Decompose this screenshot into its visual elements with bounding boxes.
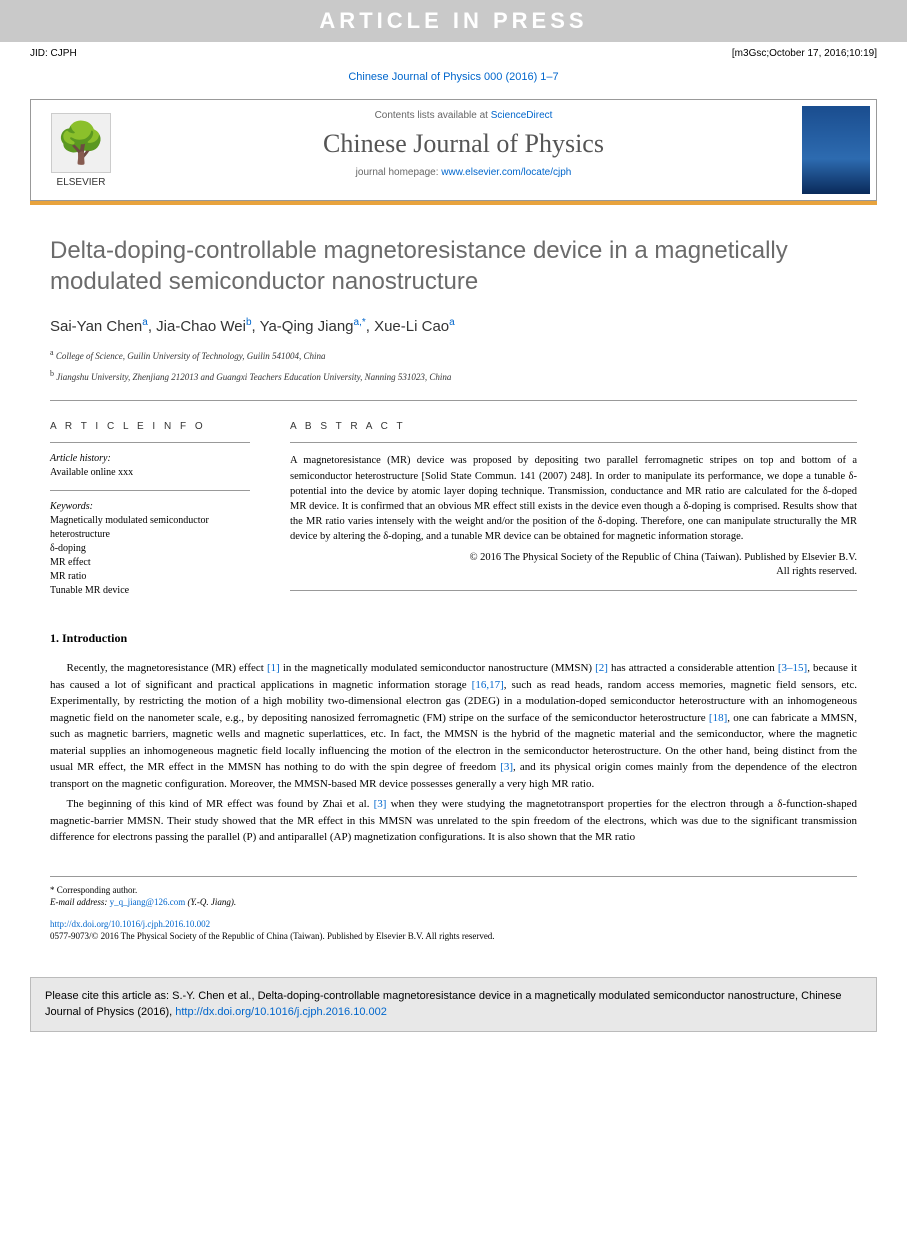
section-heading-1: 1. Introduction xyxy=(50,631,857,646)
citation-box: Please cite this article as: S.-Y. Chen … xyxy=(30,977,877,1032)
copyright-2: All rights reserved. xyxy=(776,566,857,577)
cite-text: Please cite this article as: S.-Y. Chen … xyxy=(45,990,842,1019)
abstract-column: A B S T R A C T A magnetoresistance (MR)… xyxy=(290,421,857,601)
journal-name: Chinese Journal of Physics xyxy=(141,129,786,159)
journal-reference: Chinese Journal of Physics 000 (2016) 1–… xyxy=(0,65,907,89)
stamp-label: [m3Gsc;October 17, 2016;10:19] xyxy=(732,48,877,59)
sciencedirect-link[interactable]: ScienceDirect xyxy=(491,110,553,121)
article-in-press-banner: ARTICLE IN PRESS xyxy=(0,0,907,42)
meta-row: JID: CJPH [m3Gsc;October 17, 2016;10:19] xyxy=(0,42,907,65)
contents-line: Contents lists available at ScienceDirec… xyxy=(141,110,786,121)
citation-ref[interactable]: [1] xyxy=(267,662,280,674)
citation-ref[interactable]: [3] xyxy=(500,761,513,773)
issn-line: 0577-9073/© 2016 The Physical Society of… xyxy=(50,931,857,941)
info-divider xyxy=(50,490,250,491)
copyright-1: © 2016 The Physical Society of the Repub… xyxy=(470,552,857,563)
citation-ref[interactable]: [2] xyxy=(595,662,608,674)
divider xyxy=(50,400,857,401)
info-abstract-row: A R T I C L E I N F O Article history: A… xyxy=(50,421,857,601)
citation-ref[interactable]: [18] xyxy=(709,712,727,724)
keywords-list: Magnetically modulated semiconductor het… xyxy=(50,514,250,598)
affiliation: b Jiangshu University, Zhenjiang 212013 … xyxy=(50,368,857,385)
keywords-label: Keywords: xyxy=(50,501,250,512)
jid-label: JID: CJPH xyxy=(30,48,77,59)
history-text: Available online xxx xyxy=(50,466,250,480)
intro-paragraph-2: The beginning of this kind of MR effect … xyxy=(50,796,857,846)
citation-ref[interactable]: [16,17] xyxy=(472,679,504,691)
journal-header-box: ELSEVIER Contents lists available at Sci… xyxy=(30,99,877,201)
homepage-line: journal homepage: www.elsevier.com/locat… xyxy=(141,167,786,178)
homepage-prefix: journal homepage: xyxy=(356,167,442,178)
email-link[interactable]: y_q_jiang@126.com xyxy=(110,897,186,907)
contents-prefix: Contents lists available at xyxy=(375,110,491,121)
abstract-text: A magnetoresistance (MR) device was prop… xyxy=(290,453,857,544)
abstract-heading: A B S T R A C T xyxy=(290,421,857,432)
affiliation: a College of Science, Guilin University … xyxy=(50,347,857,364)
info-divider xyxy=(50,442,250,443)
footer-block: * Corresponding author. E-mail address: … xyxy=(50,876,857,941)
citation-ref[interactable]: [3] xyxy=(374,798,387,810)
article-title: Delta-doping-controllable magnetoresista… xyxy=(50,235,857,297)
intro-paragraph-1: Recently, the magnetoresistance (MR) eff… xyxy=(50,660,857,792)
cite-doi-link[interactable]: http://dx.doi.org/10.1016/j.cjph.2016.10… xyxy=(175,1006,387,1018)
corresponding-author: * Corresponding author. xyxy=(50,885,857,895)
doi-link[interactable]: http://dx.doi.org/10.1016/j.cjph.2016.10… xyxy=(50,919,210,929)
article-info-column: A R T I C L E I N F O Article history: A… xyxy=(50,421,250,601)
info-divider xyxy=(290,590,857,591)
citation-ref[interactable]: [3–15] xyxy=(778,662,807,674)
elsevier-text: ELSEVIER xyxy=(57,177,106,188)
email-line: E-mail address: y_q_jiang@126.com (Y.-Q.… xyxy=(50,897,857,907)
journal-cover-thumbnail xyxy=(796,100,876,200)
copyright-line: © 2016 The Physical Society of the Repub… xyxy=(290,551,857,580)
authors-line: Sai-Yan Chena, Jia-Chao Weib, Ya-Qing Ji… xyxy=(50,317,857,335)
email-suffix: (Y.-Q. Jiang). xyxy=(185,897,236,907)
header-center: Contents lists available at ScienceDirec… xyxy=(131,100,796,200)
info-divider xyxy=(290,442,857,443)
cover-image xyxy=(802,106,870,194)
email-label: E-mail address: xyxy=(50,897,110,907)
homepage-link[interactable]: www.elsevier.com/locate/cjph xyxy=(441,167,571,178)
elsevier-logo: ELSEVIER xyxy=(31,100,131,200)
doi-line: http://dx.doi.org/10.1016/j.cjph.2016.10… xyxy=(50,919,857,929)
elsevier-tree-icon xyxy=(51,113,111,173)
article-info-heading: A R T I C L E I N F O xyxy=(50,421,250,432)
history-label: Article history: xyxy=(50,453,250,464)
